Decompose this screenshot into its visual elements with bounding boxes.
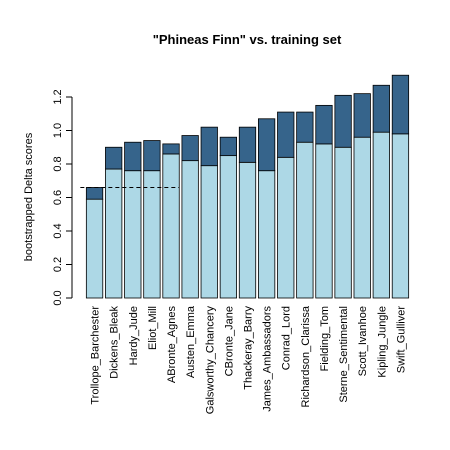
bar-upper	[143, 140, 161, 172]
bar-lower	[277, 156, 295, 299]
bar-upper	[219, 136, 238, 157]
bar-lower	[124, 170, 142, 299]
x-tick-label: Conrad_Lord	[281, 306, 293, 370]
bar-lower	[296, 141, 314, 299]
bar-lower	[257, 170, 276, 299]
y-tick-label: 0.6	[52, 190, 64, 205]
x-tick-label: Hardy_Jude	[128, 306, 140, 365]
bar-upper	[296, 111, 314, 143]
x-tick-label: Dickens_Bleak	[109, 306, 121, 379]
x-axis: Trollope_Barchester Dickens_Bleak Hardy_Ju…	[90, 305, 408, 414]
bar-upper	[372, 84, 390, 133]
bar-lower	[372, 131, 390, 299]
x-tick-label: Scott_Ivanhoe	[357, 306, 369, 376]
x-tick-label: Sterne_Sentimental	[338, 306, 350, 403]
bar-upper	[277, 111, 295, 158]
y-tick-label: 1.2	[52, 89, 64, 104]
chart-title: "Phineas Finn" vs. training set	[153, 32, 342, 47]
bar-upper	[238, 126, 257, 163]
bar-lower	[238, 161, 257, 299]
bar-lower	[315, 143, 333, 299]
y-axis-label: bootstrapped Delta scores	[23, 132, 35, 261]
bar-lower	[181, 160, 199, 299]
bar-lower	[162, 153, 180, 299]
x-tick-label: Eliot_Mill	[147, 306, 159, 350]
bar-upper	[257, 118, 276, 172]
x-tick-label: Richardson_Clarissa	[300, 305, 312, 407]
bar-upper	[105, 146, 123, 170]
bar-upper	[181, 135, 199, 162]
bar-lower	[105, 168, 123, 299]
x-tick-label: Galsworthy_Chancery	[204, 306, 216, 415]
bar-upper	[334, 94, 352, 148]
y-axis: 0.0 0.2 0.4 0.6 0.8 1.0 1.2	[52, 89, 73, 306]
bar-lower	[200, 165, 218, 299]
bar-upper	[200, 126, 218, 167]
bars	[85, 74, 410, 299]
x-tick-label: Trollope_Barchester	[90, 306, 102, 405]
x-tick-label: Thackeray_Barry	[243, 306, 255, 390]
x-tick-label: Kipling_Jungle	[376, 306, 388, 378]
x-tick-label: Fielding_Tom	[319, 306, 331, 371]
x-tick-label: James_Ambassadors	[262, 306, 274, 412]
x-tick-label: Austen_Emma	[185, 305, 197, 378]
x-tick-label: Swift_Gulliver	[395, 306, 407, 374]
bar-lower	[334, 146, 352, 299]
x-tick-label: CBronte_Jane	[223, 306, 235, 376]
bar-lower	[391, 133, 410, 299]
y-tick-label: 1.0	[52, 123, 64, 138]
y-tick-label: 0.4	[52, 223, 64, 238]
bar-upper	[124, 141, 142, 172]
bar-lower	[353, 136, 371, 299]
y-tick-label: 0.8	[52, 156, 64, 171]
bar-upper	[353, 93, 371, 138]
bar-upper	[391, 74, 410, 135]
bar-upper	[315, 104, 333, 145]
bar-lower	[143, 170, 161, 299]
y-tick-label: 0.2	[52, 257, 64, 272]
bar-lower	[85, 198, 104, 299]
x-tick-label: ABronte_Agnes	[166, 306, 178, 384]
bar-lower	[219, 155, 238, 299]
bar-upper	[162, 143, 180, 155]
y-tick-label: 0.0	[52, 290, 64, 305]
bar-upper	[85, 187, 104, 200]
